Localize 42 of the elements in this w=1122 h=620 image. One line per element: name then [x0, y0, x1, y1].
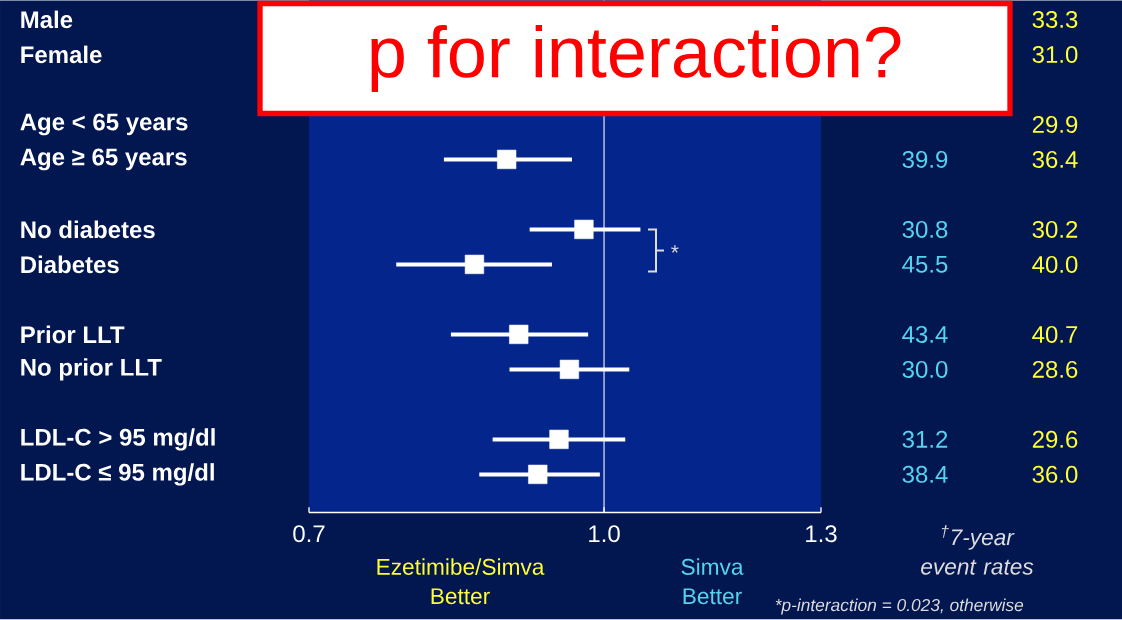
text: 40.7 [1032, 326, 1078, 344]
text: Ezetimibe/Simva Better [377, 558, 545, 605]
text: 40.0 [1032, 256, 1078, 274]
point [509, 325, 529, 345]
text: 31.0 [1032, 46, 1078, 64]
text: 28.6 [1032, 361, 1078, 379]
text: 36.4 [1032, 151, 1078, 169]
point [549, 430, 569, 450]
point [497, 150, 517, 170]
text: 29.6 [1032, 431, 1078, 449]
y-tick-label: Age ≥ 65 years [20, 148, 187, 171]
y-tick-label: LDL-C ≤ 95 mg/dl [21, 463, 214, 486]
text: 30.0 [902, 361, 948, 379]
text: 43.4 [902, 326, 948, 344]
point [574, 220, 594, 240]
y-tick-label: LDL-C > 95 mg/dl [21, 428, 215, 451]
text: 30.8 [902, 221, 948, 239]
y-tick-label: Age < 65 years [20, 113, 188, 136]
point [528, 465, 548, 485]
y-tick-label: Diabetes [21, 255, 119, 274]
text: 29.9 [1032, 116, 1078, 134]
y-tick-label: Male [21, 10, 73, 29]
text: 31.2 [902, 431, 948, 449]
text: 30.2 [1032, 221, 1078, 239]
annotation: * [671, 245, 679, 253]
text: 45.5 [902, 256, 948, 273]
text: 36.0 [1032, 466, 1078, 484]
text: $^{†}$7-year event rates [921, 525, 1034, 575]
text: *p-interaction = 0.023, otherwise [775, 598, 1024, 615]
text: 38.4 [902, 466, 948, 484]
text: Simva Better [681, 558, 744, 605]
y-tick-label: Female [21, 45, 102, 64]
annotation: p for interaction? [371, 25, 901, 93]
text: 33.3 [1032, 11, 1078, 29]
y-tick-label: No prior LLT [21, 358, 162, 381]
point [559, 360, 580, 380]
y-tick-label: No diabetes [21, 220, 155, 239]
x-tick-label: 1.3 [806, 525, 837, 543]
text: 39.9 [902, 151, 948, 169]
y-tick-label: Prior LLT [21, 325, 125, 344]
x-tick-label: 1.0 [589, 525, 620, 543]
x-tick-label: 0.7 [293, 525, 325, 543]
